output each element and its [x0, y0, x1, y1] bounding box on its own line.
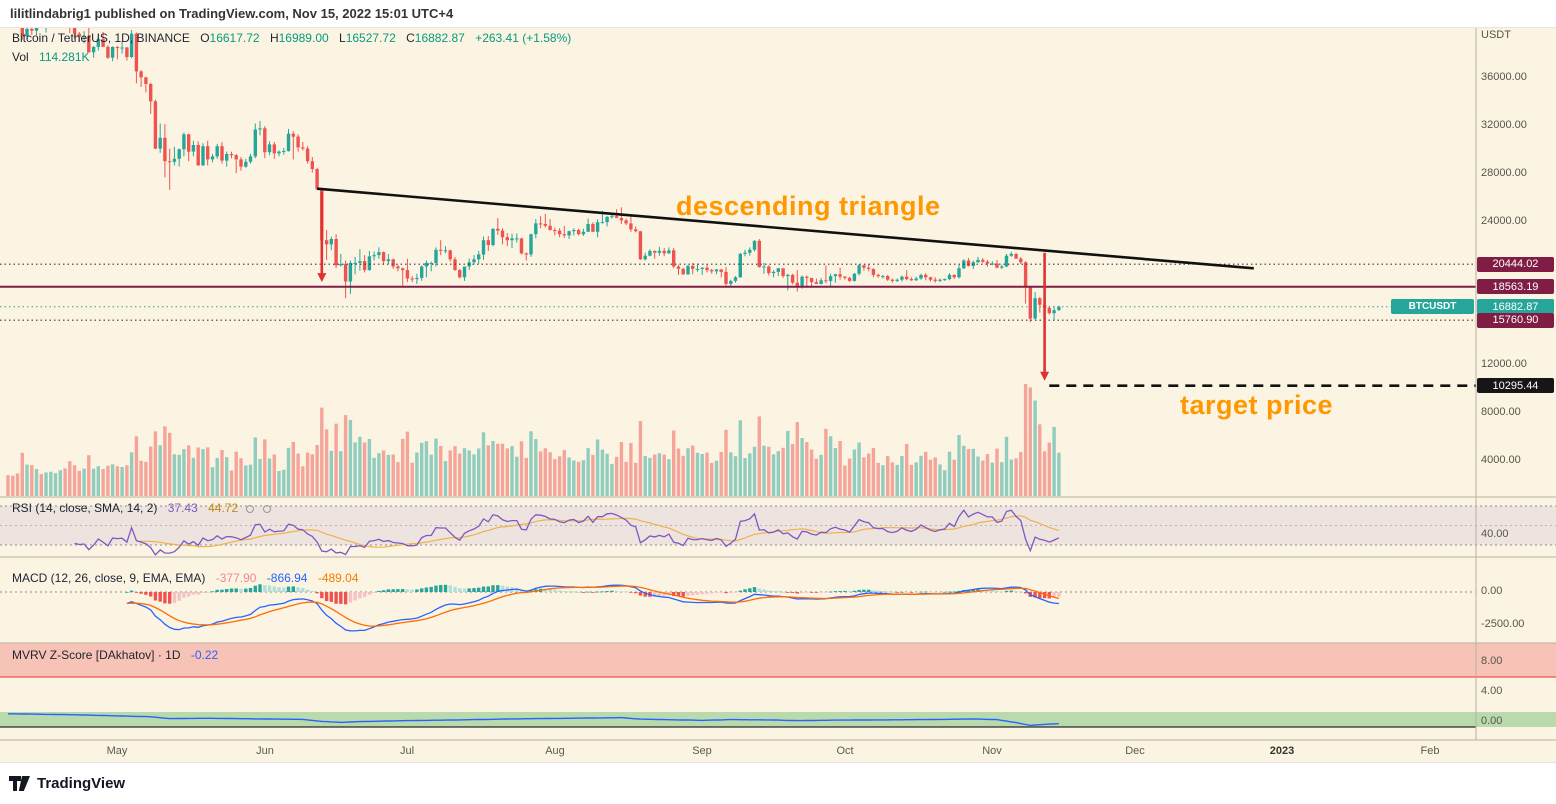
- ohlc-high-label: H: [269, 31, 279, 45]
- axis-tick-label: 8.00: [1481, 655, 1503, 667]
- axis-tick-label: 36000.00: [1481, 71, 1527, 83]
- mvrv-value: -0.22: [190, 648, 219, 662]
- time-label: Nov: [982, 745, 1002, 757]
- ohlc-open-value: 16617.72: [209, 31, 260, 45]
- candles-layer: [20, 28, 1061, 323]
- drawings-layer[interactable]: [316, 187, 1476, 388]
- rsi-value: 37.43: [167, 501, 198, 515]
- mvrv-title: MVRV Z-Score [DAkhatov] · 1D: [12, 648, 181, 662]
- mvrv-legend-row[interactable]: MVRV Z-Score [DAkhatov] · 1D -0.22: [12, 648, 218, 662]
- time-label: Jun: [256, 745, 274, 757]
- ohlc-change-value: +263.41 (+1.58%): [475, 31, 572, 45]
- axis-tick-label: 4.00: [1481, 685, 1503, 697]
- footer: TradingView: [0, 762, 1556, 804]
- macd-signal-value: -489.04: [317, 571, 359, 585]
- time-label: May: [106, 745, 128, 757]
- indicator-bands: [0, 505, 1556, 728]
- axis-tick-label: 24000.00: [1481, 214, 1527, 227]
- price-tag: 15760.90: [1477, 312, 1554, 328]
- ohlc-high-value: 16989.00: [278, 31, 329, 45]
- arrowhead: [1040, 371, 1050, 381]
- pane-separators: [0, 28, 1556, 741]
- rsi-line: [74, 509, 1060, 556]
- symbol-legend-row[interactable]: Bitcoin / TetherUS, 1D, BINANCE O16617.7…: [12, 31, 571, 45]
- macd-hist-value: -377.90: [215, 571, 257, 585]
- axis-tick-label: 32000.00: [1481, 118, 1527, 131]
- annotation-descending-triangle[interactable]: descending triangle: [676, 191, 941, 221]
- axis-tick-label: 8000.00: [1481, 406, 1521, 419]
- macd-line-value: -866.94: [266, 571, 308, 585]
- time-label: Dec: [1125, 745, 1145, 757]
- macd-histogram: [125, 584, 1061, 605]
- ohlc-low-value: 16527.72: [345, 31, 396, 45]
- volume-value: 114.281K: [39, 50, 90, 64]
- tradingview-wordmark[interactable]: TradingView: [37, 775, 126, 792]
- symbol-price-badge: BTCUSDT: [1391, 299, 1474, 315]
- tradingview-logo-icon[interactable]: [9, 776, 30, 791]
- publish-text: lilitlindabrig1 published on TradingView…: [10, 6, 454, 21]
- axis-tick-label: USDT: [1481, 29, 1511, 41]
- rsi-sma-line: [136, 515, 1060, 548]
- rsi-toggle-icon[interactable]: [246, 504, 255, 513]
- axis-tick-label: 40.00: [1481, 528, 1509, 541]
- price-tag: 18563.19: [1477, 279, 1554, 295]
- ohlc-low-label: L: [339, 31, 346, 45]
- ohlc-close-value: 16882.87: [414, 31, 465, 45]
- axis-tick-label: 28000.00: [1481, 166, 1527, 179]
- rsi-title: RSI (14, close, SMA, 14, 2): [12, 501, 158, 515]
- ohlc-close-label: C: [406, 31, 415, 45]
- symbol-title: Bitcoin / TetherUS, 1D, BINANCE: [12, 31, 190, 45]
- rsi-legend-row[interactable]: RSI (14, close, SMA, 14, 2) 37.43 44.72: [12, 501, 271, 515]
- ohlc-open-label: O: [200, 31, 210, 45]
- arrowhead: [317, 273, 327, 283]
- price-tag: 20444.02: [1477, 256, 1554, 272]
- rsi-settings-icon[interactable]: [262, 504, 271, 513]
- annotation-target-price[interactable]: target price: [1180, 390, 1334, 420]
- time-label: 2023: [1269, 745, 1295, 757]
- axis-tick-label: 0.00: [1481, 585, 1503, 597]
- time-label: Sep: [692, 745, 712, 757]
- volume-bars: [6, 384, 1061, 496]
- level-lines[interactable]: [0, 263, 1476, 321]
- descending-trendline: [316, 187, 1254, 270]
- macd-legend-row[interactable]: MACD (12, 26, close, 9, EMA, EMA) -377.9…: [12, 571, 359, 585]
- axis-tick-label: 0.00: [1481, 715, 1503, 727]
- macd-signal-line: [126, 585, 1060, 627]
- axis-tick-label: 4000.00: [1481, 454, 1521, 466]
- price-tag: 10295.44: [1477, 378, 1554, 394]
- chart-background: [0, 28, 1556, 762]
- volume-legend-row[interactable]: Vol 114.281K: [12, 50, 90, 64]
- time-label: Jul: [399, 745, 415, 757]
- mvrv-line: [8, 713, 1059, 727]
- price-tag: 16882.87: [1477, 299, 1554, 315]
- macd-title: MACD (12, 26, close, 9, EMA, EMA): [12, 571, 206, 585]
- time-label: Oct: [836, 745, 854, 757]
- volume-label: Vol: [12, 50, 29, 64]
- publish-header: lilitlindabrig1 published on TradingView…: [0, 0, 1556, 28]
- rsi-sma-value: 44.72: [208, 501, 239, 515]
- axis-tick-label: 12000.00: [1481, 358, 1527, 371]
- time-label: Aug: [545, 745, 565, 757]
- axis-tick-label: -2500.00: [1481, 618, 1525, 630]
- time-label: Feb: [1420, 745, 1440, 757]
